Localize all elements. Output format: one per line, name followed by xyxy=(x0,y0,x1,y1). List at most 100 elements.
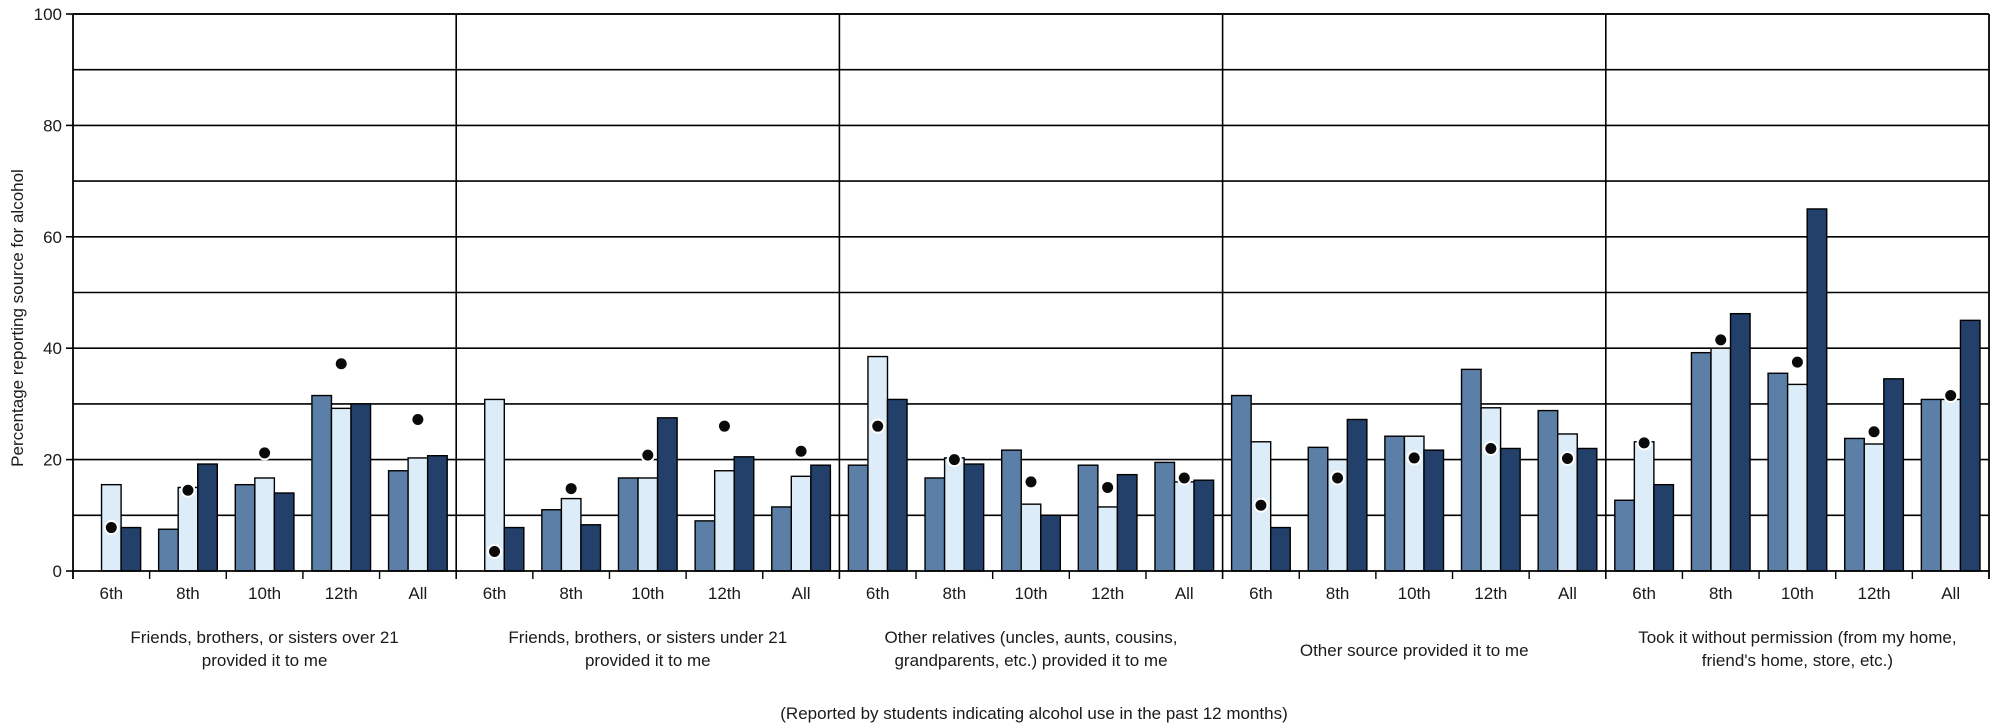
bar-series-3 xyxy=(1040,514,1062,572)
bar-series-3 xyxy=(810,464,832,572)
data-point-marker xyxy=(1253,497,1269,513)
x-tick-label: 8th xyxy=(1709,584,1733,603)
data-point-marker xyxy=(640,447,656,463)
bar-series-3 xyxy=(1116,473,1138,572)
x-tick-label: 10th xyxy=(1014,584,1047,603)
bar-series-1 xyxy=(1307,446,1329,572)
bar-series-3 xyxy=(1499,447,1521,572)
bar-series-2 xyxy=(560,497,582,572)
data-point-marker xyxy=(1943,388,1959,404)
data-point-marker xyxy=(870,418,886,434)
data-point-marker xyxy=(793,443,809,459)
bar-series-1 xyxy=(771,506,793,572)
bar-series-3 xyxy=(1346,418,1368,572)
x-tick-label: 8th xyxy=(1326,584,1350,603)
data-point-marker xyxy=(1406,450,1422,466)
data-point-marker xyxy=(103,520,119,536)
x-tick-label: 6th xyxy=(1632,584,1656,603)
bar-series-2 xyxy=(1863,443,1885,572)
x-tick-label: 12th xyxy=(1091,584,1124,603)
bar-series-1 xyxy=(1920,398,1942,572)
bar-series-1 xyxy=(1767,372,1789,572)
x-tick-label: 8th xyxy=(176,584,200,603)
bar-series-1 xyxy=(1154,461,1176,572)
y-tick-labels: 0 20 40 60 80 100 xyxy=(34,5,73,581)
x-tick-label: 12th xyxy=(708,584,741,603)
x-tick-label: 8th xyxy=(559,584,583,603)
x-tick-label: All xyxy=(792,584,811,603)
bar-series-2 xyxy=(1480,407,1502,572)
x-tick-label: 12th xyxy=(1857,584,1890,603)
bar-series-3 xyxy=(1959,319,1981,572)
y-tick-label: 80 xyxy=(43,116,62,135)
bar-series-3 xyxy=(1883,378,1905,572)
x-tick-label: 10th xyxy=(248,584,281,603)
bar-series-3 xyxy=(1193,479,1215,572)
bar-series-3 xyxy=(503,526,525,572)
bar-series-3 xyxy=(1423,449,1445,572)
group-label-line: Took it without permission (from my home… xyxy=(1638,628,1956,647)
data-point-marker xyxy=(1866,424,1882,440)
bar-series-1 xyxy=(157,528,179,572)
bar-series-1 xyxy=(1460,368,1482,572)
data-point-marker xyxy=(257,445,273,461)
y-tick-label: 40 xyxy=(43,339,62,358)
data-point-marker xyxy=(410,411,426,427)
x-tick-label: 10th xyxy=(631,584,664,603)
bar-series-2 xyxy=(330,407,352,572)
data-point-marker xyxy=(716,418,732,434)
bar-series-2 xyxy=(943,457,965,572)
x-tick-labels: 6th 8th 10th 12th All 6th 8th 10th 12th All 6th 8th… xyxy=(99,584,1960,603)
bar-series-3 xyxy=(120,526,142,572)
bar-series-2 xyxy=(1786,383,1808,572)
x-tick-label: 6th xyxy=(483,584,507,603)
group-label-line: grandparents, etc.) provided it to me xyxy=(894,651,1167,670)
x-tick-label: 8th xyxy=(943,584,967,603)
bar-series-3 xyxy=(1806,208,1828,572)
bar-series-2 xyxy=(637,477,659,572)
data-point-marker xyxy=(1176,470,1192,486)
bar-series-1 xyxy=(847,464,869,572)
group-label-line: Friends, brothers, or sisters under 21 xyxy=(508,628,787,647)
bar-series-2 xyxy=(790,475,812,572)
bar-series-3 xyxy=(1269,526,1291,572)
bar-series-1 xyxy=(1000,449,1022,572)
bar-series-2 xyxy=(867,355,889,572)
x-tick-label: 10th xyxy=(1398,584,1431,603)
x-tick-label: 12th xyxy=(1474,584,1507,603)
bar-series-1 xyxy=(694,520,716,572)
data-point-marker xyxy=(1330,470,1346,486)
bar-series-1 xyxy=(1384,435,1406,572)
bars-layer xyxy=(100,208,1981,572)
bar-series-1 xyxy=(311,394,333,572)
data-point-marker xyxy=(1636,435,1652,451)
bar-series-1 xyxy=(617,477,639,572)
data-point-marker xyxy=(1483,440,1499,456)
bar-series-3 xyxy=(350,403,372,572)
data-point-marker xyxy=(333,356,349,372)
y-tick-label: 60 xyxy=(43,228,62,247)
bar-series-1 xyxy=(924,477,946,572)
group-label-line: provided it to me xyxy=(202,651,328,670)
bar-series-3 xyxy=(426,455,448,572)
bar-series-3 xyxy=(1653,483,1675,572)
bar-series-3 xyxy=(1576,447,1598,572)
bar-series-2 xyxy=(407,457,429,572)
group-labels: Friends, brothers, or sisters over 21 pro… xyxy=(130,628,1956,670)
data-point-marker xyxy=(563,481,579,497)
y-tick-label: 100 xyxy=(34,5,62,24)
y-tick-label: 20 xyxy=(43,451,62,470)
bar-series-2 xyxy=(713,470,735,572)
bar-series-3 xyxy=(733,456,755,572)
bar-series-2 xyxy=(1020,503,1042,572)
x-tick-label: 10th xyxy=(1781,584,1814,603)
group-label-line: Other source provided it to me xyxy=(1300,641,1529,660)
bar-series-2 xyxy=(1173,481,1195,572)
x-tick-label: 6th xyxy=(99,584,123,603)
bar-series-1 xyxy=(1690,351,1712,572)
bar-series-3 xyxy=(197,463,218,572)
bar-series-3 xyxy=(1729,312,1751,572)
bar-series-1 xyxy=(1537,409,1559,572)
